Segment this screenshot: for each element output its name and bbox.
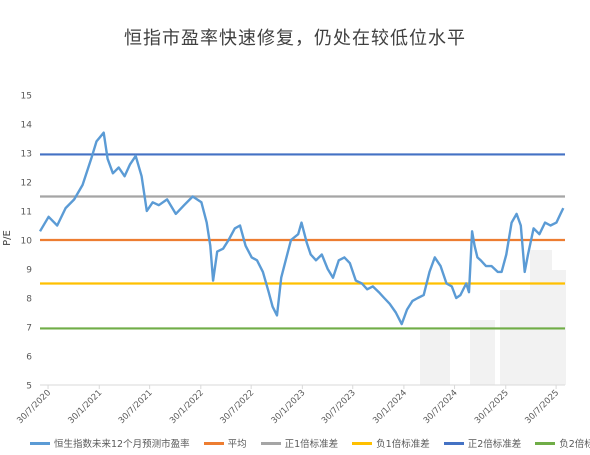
x-tick-label-7: 30/1/2024 — [371, 388, 409, 426]
x-tick-label-1: 30/1/2021 — [66, 388, 104, 426]
x-tick-label-10: 30/7/2025 — [523, 388, 561, 426]
y-tick-label-9: 9 — [26, 266, 32, 276]
legend-label-plus2: 正2倍标准差 — [467, 439, 522, 450]
x-tick-label-2: 30/7/2021 — [117, 388, 155, 426]
legend-swatch-minus1 — [352, 441, 373, 445]
legend-label-pe: 恒生指数未来12个月预测市盈率 — [54, 439, 190, 450]
legend-item-plus2: 正2倍标准差 — [443, 436, 522, 450]
pe-series-line — [38, 131, 565, 326]
background-building-3 — [470, 320, 495, 385]
x-tick-label-0: 30/7/2020 — [15, 388, 53, 426]
legend-item-plus1: 正1倍标准差 — [260, 436, 339, 450]
legend-swatch-plus1 — [260, 441, 281, 445]
y-tick-label-5: 5 — [26, 382, 32, 392]
y-tick-label-13: 13 — [21, 150, 32, 160]
y-tick-label-11: 11 — [21, 208, 32, 218]
legend-swatch-avg — [203, 441, 224, 445]
background-building-4 — [420, 330, 450, 385]
x-tick-label-6: 30/7/2023 — [320, 388, 358, 426]
background-building-1 — [530, 250, 552, 385]
x-tick-label-5: 30/1/2023 — [270, 388, 308, 426]
chart-title: 恒指市盈率快速修复，仍处在较低位水平 — [124, 28, 466, 49]
legend-item-minus1: 负1倍标准差 — [352, 436, 430, 450]
legend: 恒生指数未来12个月预测市盈率 平均 正1倍标准差 负1倍标准差 正2倍标准差 … — [30, 436, 590, 450]
x-tick-label-4: 30/7/2022 — [218, 388, 256, 426]
legend-item-pe: 恒生指数未来12个月预测市盈率 — [30, 436, 190, 450]
legend-swatch-plus2 — [443, 441, 464, 445]
y-tick-label-10: 10 — [21, 237, 33, 247]
legend-swatch-pe — [30, 441, 50, 445]
legend-item-minus2: 负2倍标准差 — [535, 436, 590, 450]
x-tick-label-3: 30/1/2022 — [168, 388, 206, 426]
legend-label-minus2: 负2倍标准差 — [559, 439, 590, 450]
legend-item-avg: 平均 — [203, 436, 247, 450]
legend-swatch-minus2 — [535, 441, 556, 445]
y-tick-label-12: 12 — [21, 179, 32, 189]
x-tick-label-9: 30/1/2025 — [473, 388, 511, 426]
y-tick-label-6: 6 — [26, 353, 32, 363]
y-tick-label-15: 15 — [21, 92, 32, 102]
legend-label-avg: 平均 — [227, 439, 247, 450]
y-tick-label-14: 14 — [21, 121, 33, 131]
y-tick-label-8: 8 — [26, 295, 32, 305]
legend-label-minus1: 负1倍标准差 — [376, 439, 430, 450]
y-tick-label-7: 7 — [26, 324, 32, 334]
background-building-0 — [500, 290, 530, 385]
legend-label-plus1: 正1倍标准差 — [284, 439, 339, 450]
x-tick-label-8: 30/7/2024 — [422, 388, 460, 426]
